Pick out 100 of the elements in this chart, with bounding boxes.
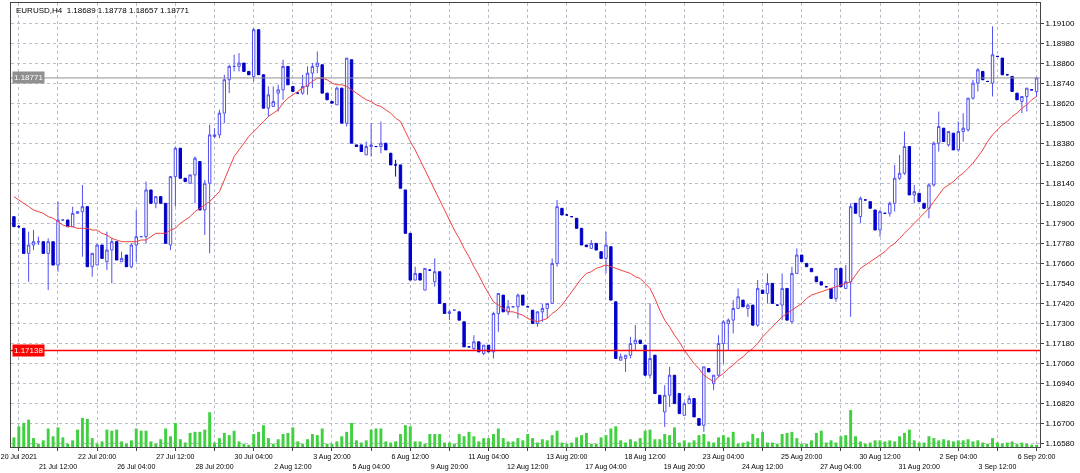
candlestick: [198, 161, 202, 211]
candlestick: [780, 272, 784, 321]
bar: [178, 439, 182, 447]
bar: [854, 436, 857, 447]
bar: [981, 442, 985, 447]
bar: [139, 430, 143, 447]
bar: [991, 438, 995, 447]
bar: [638, 438, 642, 447]
candlestick: [124, 254, 129, 268]
bar: [208, 412, 212, 447]
bar: [721, 435, 725, 447]
bar: [736, 443, 740, 447]
candlestick: [990, 25, 995, 97]
candlestick: [413, 266, 417, 281]
bar: [379, 428, 383, 447]
candlestick: [834, 267, 838, 303]
candlestick: [516, 292, 520, 319]
bar: [594, 443, 598, 447]
bar: [580, 435, 583, 447]
bar: [345, 431, 349, 447]
bar: [951, 441, 955, 447]
bar: [120, 441, 124, 447]
bar: [536, 442, 539, 447]
bar: [61, 437, 65, 447]
candlestick: [614, 301, 618, 360]
bar: [829, 440, 833, 447]
y-tick-label: 1.17060: [1045, 359, 1076, 369]
candlestick: [462, 321, 466, 348]
candlestick: [873, 209, 877, 231]
bar: [22, 422, 26, 447]
bar: [765, 442, 769, 447]
bar: [663, 434, 667, 447]
bar: [976, 440, 980, 447]
bar: [144, 430, 148, 447]
candlestick: [173, 146, 178, 208]
candlestick: [746, 302, 750, 318]
y-tick-label: 1.17300: [1045, 319, 1076, 329]
bar: [589, 443, 593, 447]
candlestick: [433, 257, 437, 288]
candlestick: [951, 132, 956, 151]
y-tick-label: 1.18620: [1045, 98, 1076, 108]
bar: [668, 435, 672, 447]
candlestick: [251, 27, 256, 82]
bar: [418, 441, 422, 447]
bar: [423, 443, 427, 447]
y-tick-label: 1.17900: [1045, 219, 1076, 229]
bar: [296, 441, 300, 447]
bar: [90, 438, 94, 447]
bar: [310, 434, 314, 447]
candlestick: [335, 85, 339, 106]
y-tick-label: 1.17660: [1045, 259, 1076, 269]
candlestick: [702, 366, 706, 433]
bar: [301, 443, 305, 447]
bar: [966, 439, 970, 447]
candlestick: [344, 57, 349, 128]
bar: [917, 442, 921, 447]
candlestick: [765, 272, 770, 304]
candlestick: [878, 209, 882, 238]
chart-title: EURUSD,H4 1.18689 1.18778 1.18657 1.18771: [16, 6, 190, 15]
bar: [658, 439, 662, 447]
bar: [1020, 442, 1024, 447]
candlestick: [785, 287, 789, 321]
y-tick-label: 1.16820: [1045, 399, 1076, 409]
y-tick-label: 1.16580: [1045, 439, 1076, 449]
bar: [394, 441, 398, 447]
candlestick: [457, 311, 461, 321]
bar: [354, 440, 358, 447]
y-tick-label: 1.18380: [1045, 139, 1076, 149]
bar: [673, 427, 676, 447]
bar: [222, 432, 226, 447]
bar: [932, 438, 936, 447]
bar: [252, 434, 256, 447]
bar: [839, 436, 843, 447]
candlestick: [418, 272, 422, 281]
bar: [276, 439, 280, 447]
candlestick: [751, 304, 755, 326]
bar: [805, 443, 809, 447]
bar: [707, 441, 711, 447]
bar: [173, 422, 177, 447]
y-tick-label: 1.18980: [1045, 38, 1076, 48]
bar: [306, 439, 309, 447]
bar: [898, 436, 902, 447]
bar: [36, 443, 40, 447]
candlestick: [623, 354, 628, 373]
bar: [159, 439, 163, 447]
bar: [810, 440, 813, 447]
candlestick: [579, 227, 584, 246]
bar: [457, 434, 461, 447]
bar: [335, 441, 339, 447]
candlestick: [628, 336, 633, 360]
bar: [545, 440, 549, 447]
bar: [912, 440, 916, 447]
candlestick: [12, 216, 16, 228]
bar: [76, 429, 80, 447]
bar: [482, 438, 486, 447]
bar: [472, 436, 476, 447]
bar: [506, 441, 510, 447]
candlestick: [707, 368, 711, 373]
bar: [1000, 443, 1004, 447]
bar: [501, 438, 505, 447]
